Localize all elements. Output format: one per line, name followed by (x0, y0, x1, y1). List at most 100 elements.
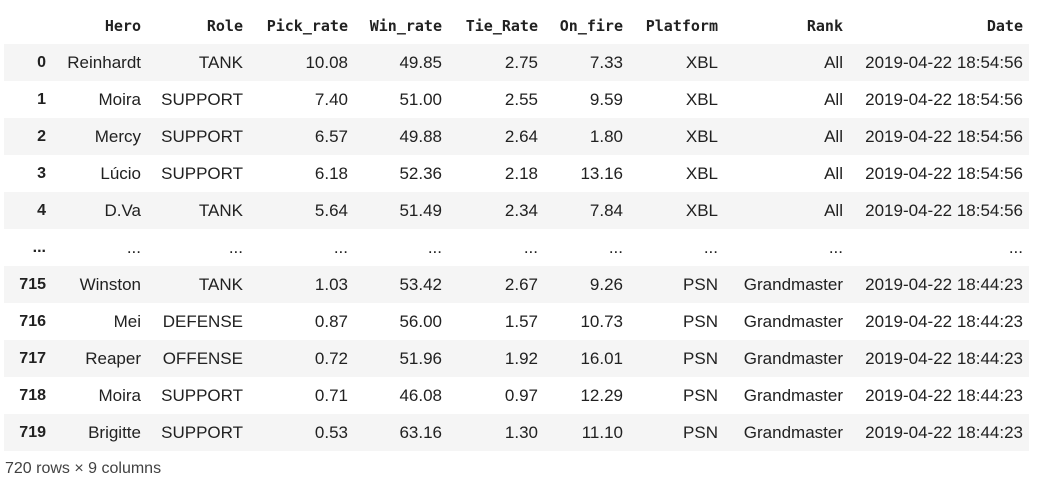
column-header-pick-rate: Pick_rate (266, 17, 348, 35)
table-header: Hero Role Pick_rate Win_rate Tie_Rate On… (4, 8, 1029, 44)
cell-role: SUPPORT (161, 126, 243, 146)
cell-date: 2019-04-22 18:54:56 (865, 200, 1023, 220)
cell-date: 2019-04-22 18:44:23 (865, 311, 1023, 331)
cell-date: 2019-04-22 18:54:56 (865, 126, 1023, 146)
cell-pick-rate: 0.71 (314, 385, 348, 405)
column-header-tie-rate: Tie_Rate (465, 17, 538, 35)
cell-on-fire: 11.10 (581, 422, 623, 442)
dataframe-shape-text: 720 rows × 9 columns (5, 460, 162, 477)
column-header-role: Role (206, 17, 243, 35)
cell-platform: ... (703, 237, 718, 257)
cell-pick-rate: 6.57 (314, 126, 348, 146)
cell-pick-rate: 7.40 (314, 89, 348, 109)
cell-date: 2019-04-22 18:44:23 (865, 422, 1023, 442)
cell-on-fire: 12.29 (580, 385, 623, 405)
column-header-on-fire: On_fire (559, 17, 623, 35)
table-row: 0 Reinhardt TANK 10.08 49.85 2.75 7.33 XBL All 20… (4, 44, 1029, 81)
cell-date: 2019-04-22 18:54:56 (865, 89, 1023, 109)
cell-pick-rate: ... (333, 237, 348, 257)
column-header-hero: Hero (104, 17, 141, 35)
table-row: 717 Reaper OFFENSE 0.72 51.96 1.92 16.01 PSN Gra… (4, 340, 1029, 377)
row-index: 719 (19, 423, 46, 441)
cell-date: 2019-04-22 18:54:56 (865, 163, 1023, 183)
row-index: 715 (19, 275, 46, 293)
cell-platform: PSN (683, 311, 718, 331)
cell-rank: All (824, 126, 843, 146)
cell-hero: Reinhardt (67, 52, 141, 72)
dataframe-table: Hero Role Pick_rate Win_rate Tie_Rate On… (4, 8, 1029, 451)
cell-tie-rate: 2.18 (504, 163, 538, 183)
header-row: Hero Role Pick_rate Win_rate Tie_Rate On… (4, 8, 1029, 44)
cell-rank: All (824, 52, 843, 72)
cell-hero: Winston (79, 274, 141, 294)
row-index: 1 (37, 90, 46, 108)
cell-rank: Grandmaster (743, 274, 843, 294)
cell-role: SUPPORT (161, 422, 243, 442)
cell-date: 2019-04-22 18:54:56 (865, 52, 1023, 72)
cell-on-fire: 9.26 (589, 274, 623, 294)
cell-on-fire: 13.16 (580, 163, 623, 183)
cell-role: OFFENSE (162, 348, 243, 368)
cell-platform: XBL (685, 126, 718, 146)
table-row: 3 Lúcio SUPPORT 6.18 52.36 2.18 13.16 XBL All 201… (4, 155, 1029, 192)
cell-tie-rate: 2.34 (504, 200, 538, 220)
cell-platform: XBL (685, 200, 718, 220)
table-row: 716 Mei DEFENSE 0.87 56.00 1.57 10.73 PSN Grandm… (4, 303, 1029, 340)
cell-tie-rate: 1.30 (504, 422, 538, 442)
cell-on-fire: 10.73 (580, 311, 623, 331)
table-row: 2 Mercy SUPPORT 6.57 49.88 2.64 1.80 XBL All 2019… (4, 118, 1029, 155)
cell-tie-rate: 2.55 (504, 89, 538, 109)
cell-role: TANK (198, 200, 243, 220)
row-index: 716 (19, 312, 46, 330)
cell-on-fire: 16.01 (580, 348, 623, 368)
cell-hero: Reaper (85, 348, 141, 368)
index-header (4, 8, 54, 44)
table-body: 0 Reinhardt TANK 10.08 49.85 2.75 7.33 XBL All 20… (4, 44, 1029, 451)
cell-platform: PSN (683, 274, 718, 294)
cell-hero: D.Va (104, 200, 141, 220)
cell-pick-rate: 6.18 (314, 163, 348, 183)
table-row: 719 Brigitte SUPPORT 0.53 63.16 1.30 11.10 PSN G… (4, 414, 1029, 451)
cell-platform: PSN (683, 385, 718, 405)
cell-win-rate: 52.36 (399, 163, 442, 183)
cell-date: 2019-04-22 18:44:23 (865, 274, 1023, 294)
cell-rank: ... (828, 237, 843, 257)
cell-date: ... (1008, 237, 1023, 257)
cell-win-rate: 51.49 (399, 200, 442, 220)
cell-platform: XBL (685, 89, 718, 109)
cell-win-rate: 51.00 (399, 89, 442, 109)
cell-pick-rate: 0.53 (314, 422, 348, 442)
cell-win-rate: 49.85 (399, 52, 442, 72)
cell-on-fire: 9.59 (589, 89, 623, 109)
cell-role: TANK (198, 52, 243, 72)
cell-hero: ... (126, 237, 141, 257)
table-row: 718 Moira SUPPORT 0.71 46.08 0.97 12.29 PSN Gran… (4, 377, 1029, 414)
row-index: 718 (19, 386, 46, 404)
cell-on-fire: 1.80 (589, 126, 623, 146)
column-header-win-rate: Win_rate (369, 17, 442, 35)
cell-pick-rate: 5.64 (314, 200, 348, 220)
cell-tie-rate: 2.64 (504, 126, 538, 146)
cell-role: DEFENSE (162, 311, 243, 331)
cell-pick-rate: 1.03 (314, 274, 348, 294)
cell-platform: PSN (683, 422, 718, 442)
table-row: 715 Winston TANK 1.03 53.42 2.67 9.26 PSN Grandm… (4, 266, 1029, 303)
cell-pick-rate: 0.72 (314, 348, 348, 368)
cell-tie-rate: 1.92 (504, 348, 538, 368)
cell-hero: Moira (98, 89, 141, 109)
column-header-date: Date (986, 17, 1023, 35)
cell-platform: XBL (685, 52, 718, 72)
cell-role: SUPPORT (161, 89, 243, 109)
table-row: 1 Moira SUPPORT 7.40 51.00 2.55 9.59 XBL All 2019… (4, 81, 1029, 118)
cell-win-rate: 49.88 (399, 126, 442, 146)
cell-hero: Brigitte (88, 422, 141, 442)
column-header-rank: Rank (806, 17, 843, 35)
cell-rank: Grandmaster (743, 385, 843, 405)
cell-on-fire: ... (608, 237, 623, 257)
cell-role: SUPPORT (161, 163, 243, 183)
cell-win-rate: 56.00 (399, 311, 442, 331)
cell-win-rate: 46.08 (399, 385, 442, 405)
row-index: 717 (19, 349, 46, 367)
cell-pick-rate: 0.87 (314, 311, 348, 331)
